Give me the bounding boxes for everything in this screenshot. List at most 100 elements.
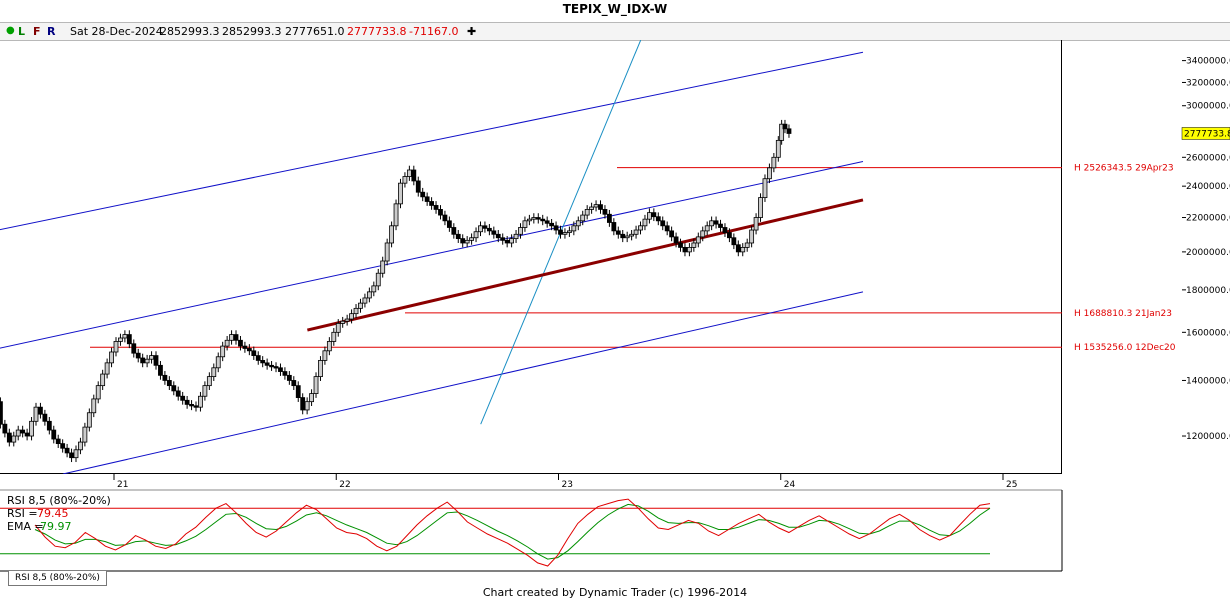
candle-body — [109, 351, 114, 364]
candle-body — [629, 233, 635, 237]
rsi-line — [34, 498, 991, 567]
candle-body — [651, 212, 657, 218]
candle-body — [11, 435, 17, 443]
y-tick-label: 2200000.0 — [1186, 214, 1230, 224]
candle-body — [500, 237, 506, 241]
candle-body — [473, 231, 479, 239]
candle-body — [189, 404, 194, 407]
add-icon[interactable]: ✚ — [467, 25, 477, 38]
candle-body — [233, 334, 239, 341]
candle-body — [304, 401, 310, 411]
y-tick-label: 2600000.0 — [1186, 153, 1230, 163]
candle-body — [286, 374, 292, 381]
candle-body — [384, 242, 390, 262]
candle-body — [469, 237, 475, 241]
rsi-legend-rsi-value: 79.45 — [37, 507, 69, 520]
bar-change: -71167.0 — [409, 25, 459, 38]
candle-body — [15, 429, 21, 437]
candle-body — [531, 217, 537, 220]
candle-body — [309, 393, 314, 403]
candle-body — [6, 432, 12, 443]
candle-body — [602, 209, 608, 215]
candle-body — [678, 242, 683, 248]
candle-body — [611, 222, 617, 232]
candle-body — [264, 362, 270, 366]
candle-body — [571, 225, 577, 232]
level-label: H 1688810.3 21Jan23 — [1074, 309, 1172, 319]
ema-line — [34, 503, 991, 560]
candle-body — [767, 167, 772, 180]
candle-body — [95, 385, 101, 400]
candle-body — [211, 367, 217, 378]
candle-body — [518, 227, 523, 235]
candle-body — [415, 180, 421, 193]
candle-body — [606, 213, 612, 223]
candle-body — [335, 323, 341, 333]
candle-body — [562, 232, 568, 235]
candle-body — [153, 355, 159, 366]
x-tick-label: 23 — [562, 480, 573, 490]
candle-body — [673, 236, 679, 244]
candle-body — [513, 233, 519, 240]
candle-body — [704, 225, 710, 232]
y-tick-label: 1200000.0 — [1186, 432, 1230, 442]
candle-body — [113, 341, 119, 353]
candle-body — [709, 220, 715, 227]
level-label: H 1535256.0 12Dec20 — [1074, 343, 1176, 353]
candle-body — [460, 238, 466, 244]
candle-body — [753, 217, 759, 231]
candle-body — [589, 206, 595, 210]
candle-body — [695, 236, 701, 244]
candle-body — [20, 429, 26, 434]
candle-body — [389, 225, 394, 244]
toggle-R[interactable]: R — [47, 25, 56, 38]
y-tick-label: 2400000.0 — [1186, 182, 1230, 192]
candle-body — [131, 343, 137, 354]
candle-body — [349, 313, 354, 320]
candle-body — [158, 364, 163, 376]
candle-body — [509, 238, 515, 244]
candle-body — [362, 297, 368, 304]
candle-body — [713, 220, 719, 225]
candle-body — [198, 395, 203, 408]
candle-body — [0, 401, 3, 425]
candle-body — [446, 220, 452, 228]
channel-line-trend — [307, 198, 864, 332]
candle-body — [353, 307, 359, 315]
last-price-label: 2777733.8 — [1184, 129, 1230, 139]
rsi-tab[interactable]: RSI 8,5 (80%-20%) — [8, 571, 107, 586]
footer-credit: Chart created by Dynamic Trader (c) 1996… — [482, 586, 748, 599]
candle-body — [424, 196, 430, 202]
y-tick-label: 1400000.0 — [1186, 376, 1230, 386]
candle-body — [647, 212, 652, 220]
candle-body — [402, 176, 408, 184]
candle-body — [495, 233, 501, 239]
status-dot-icon[interactable]: ● — [6, 25, 15, 36]
candle-body — [171, 385, 177, 392]
candle-body — [24, 432, 30, 437]
candle-body — [411, 169, 417, 182]
candle-body — [64, 447, 70, 454]
chart-title: TEPIX_W_IDX-W — [562, 2, 668, 16]
candle-body — [82, 426, 88, 443]
candle-body — [269, 364, 274, 368]
toggle-F[interactable]: F — [33, 25, 41, 38]
candle-body — [540, 218, 546, 222]
candle-body — [100, 373, 106, 387]
candle-body — [206, 376, 212, 387]
candle-body — [398, 182, 403, 205]
y-tick-label: 1600000.0 — [1186, 328, 1230, 338]
toggle-L[interactable]: L — [18, 25, 26, 38]
candle-body — [406, 169, 412, 177]
rsi-panel-title: RSI 8,5 (80%-20%) — [7, 494, 111, 507]
candle-body — [2, 423, 8, 434]
candle-body — [451, 227, 457, 235]
candle-body — [584, 209, 590, 216]
candle-body — [786, 128, 792, 134]
candle-body — [104, 362, 110, 375]
rsi-legend-ema-value: 79.97 — [40, 520, 72, 533]
bar-date: Sat 28-Dec-2024 — [70, 25, 163, 38]
candle-body — [326, 341, 332, 352]
